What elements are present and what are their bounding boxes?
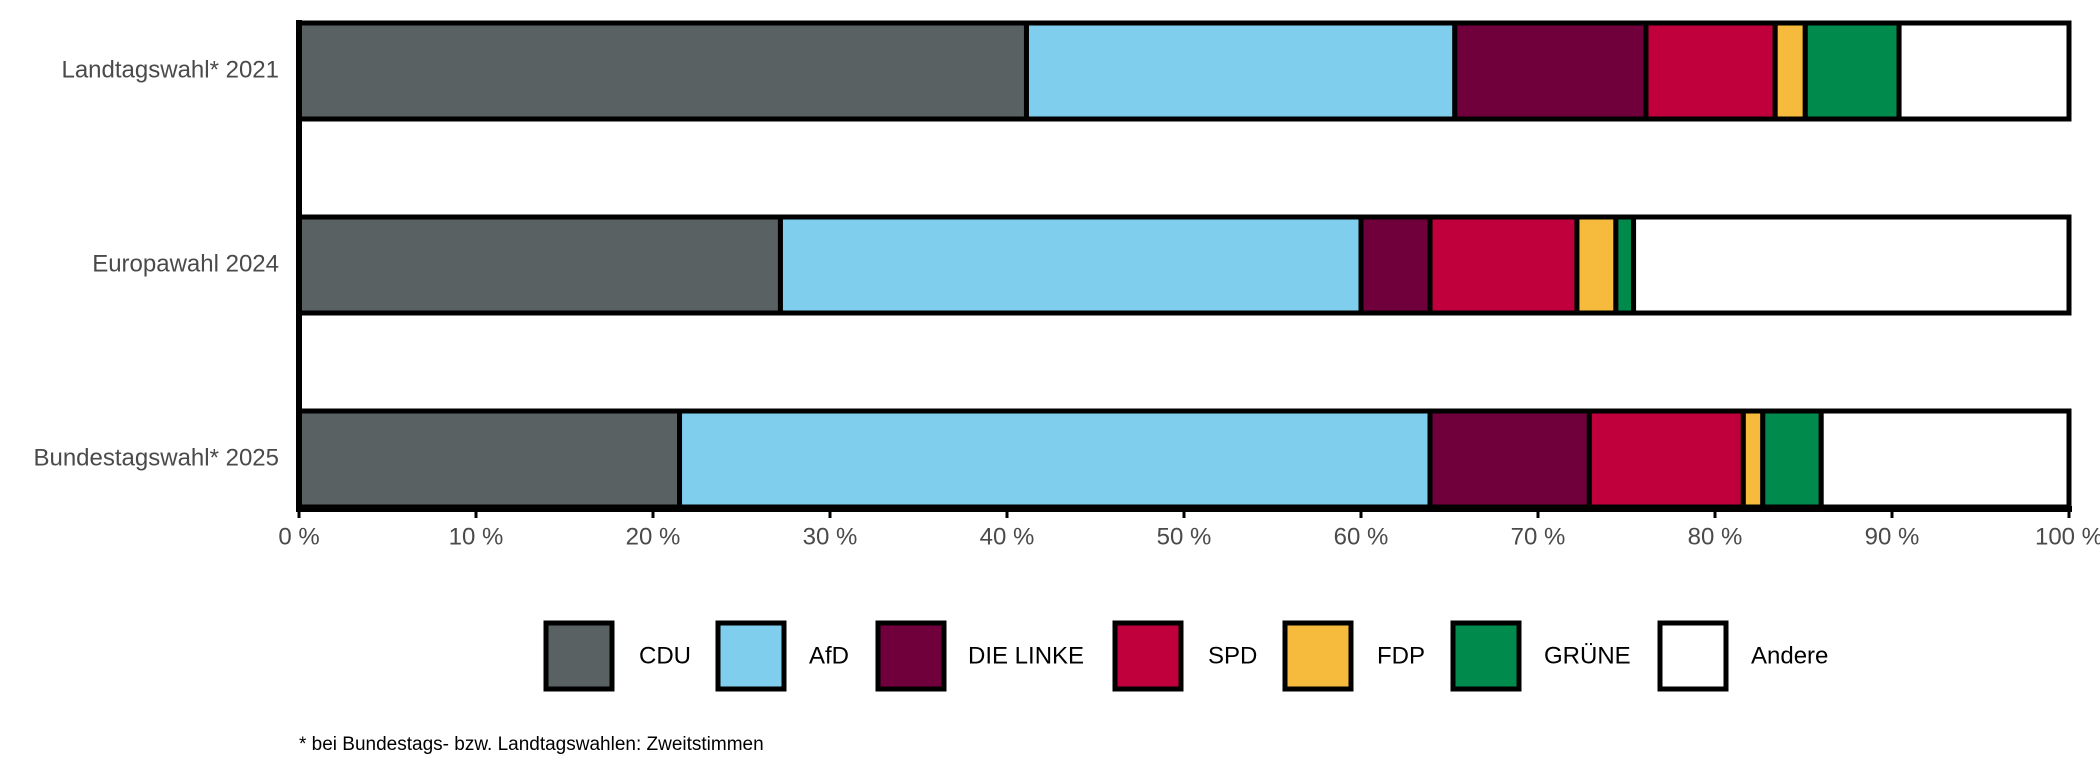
x-tick-label: 10 % [449, 523, 504, 550]
legend-label: SPD [1208, 642, 1257, 669]
x-tick-label: 30 % [803, 523, 858, 550]
legend-swatch [543, 620, 615, 692]
legend-swatch [1657, 620, 1729, 692]
bar-segment [677, 408, 1433, 510]
bar-segment [1802, 20, 1902, 122]
x-tick-label: 40 % [980, 523, 1035, 550]
bar-segment [1643, 20, 1778, 122]
legend-swatch [1282, 620, 1354, 692]
bar-segment [1760, 408, 1824, 510]
x-tick-label: 0 % [278, 523, 319, 550]
bar-segment [1023, 20, 1458, 122]
x-tick-label: 70 % [1511, 523, 1566, 550]
x-tick-label: 60 % [1334, 523, 1389, 550]
legend-label: CDU [639, 642, 691, 669]
bar-segment [1574, 214, 1619, 316]
footnote: * bei Bundestags- bzw. Landtagswahlen: Z… [299, 734, 764, 755]
x-tick-label: 50 % [1157, 523, 1212, 550]
bar-segment [1818, 408, 2072, 510]
bar-segment [1772, 20, 1808, 122]
bar-segment [777, 214, 1364, 316]
y-tick-label: Europawahl 2024 [92, 250, 279, 277]
legend-label: AfD [809, 642, 849, 669]
legend-label: GRÜNE [1544, 642, 1631, 669]
legend-swatch [715, 620, 787, 692]
bar-segment [1896, 20, 2072, 122]
y-tick-label: Bundestagswahl* 2025 [33, 444, 279, 471]
bar-segment [1427, 214, 1580, 316]
bar-segment [1613, 214, 1637, 316]
legend-label: DIE LINKE [968, 642, 1084, 669]
bar-segment [1740, 408, 1766, 510]
bar-segment [296, 20, 1029, 122]
legend-label: Andere [1751, 642, 1828, 669]
bar-segment [1631, 214, 2072, 316]
legend-swatch [1450, 620, 1522, 692]
legend-label: FDP [1377, 642, 1425, 669]
x-tick-label: 100 % [2035, 523, 2100, 550]
bar-segment [1452, 20, 1649, 122]
bar-segment [1358, 214, 1433, 316]
x-tick-label: 90 % [1865, 523, 1920, 550]
x-tick-label: 80 % [1688, 523, 1743, 550]
bar-segment [1427, 408, 1592, 510]
bar-segment [296, 408, 683, 510]
legend-swatch [875, 620, 947, 692]
bar-segment [296, 214, 783, 316]
legend-swatch [1112, 620, 1184, 692]
bar-segment [1586, 408, 1746, 510]
x-tick-label: 20 % [626, 523, 681, 550]
y-tick-label: Landtagswahl* 2021 [61, 56, 279, 83]
